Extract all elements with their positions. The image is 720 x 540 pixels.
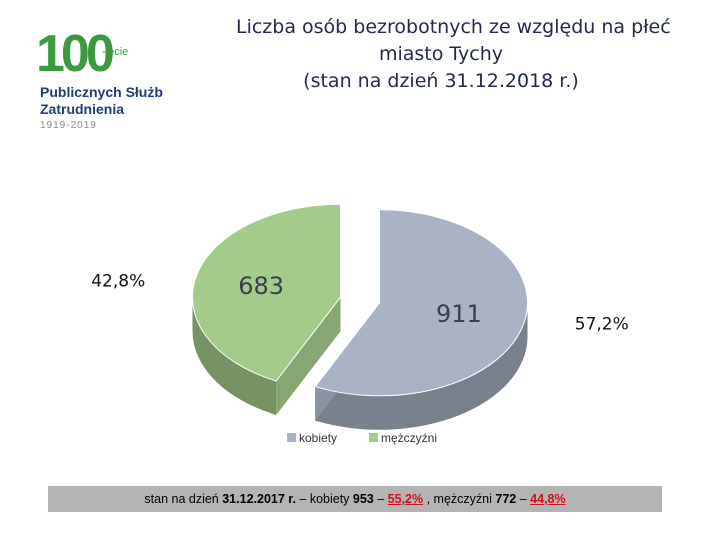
- note-women-text: – kobiety: [295, 492, 353, 506]
- pie-slice-side-1: [192, 297, 341, 415]
- percent-label-kobiety: 57,2%: [575, 314, 629, 334]
- title-line-1: Liczba osób bezrobotnych ze względu na p…: [236, 16, 671, 38]
- legend-label-kobiety: kobiety: [299, 431, 337, 445]
- note-women-pct: 55,2%: [387, 492, 424, 506]
- note-women-count: 953: [352, 492, 374, 506]
- logo: 100 -lecie Publicznych Służb Zatrudnieni…: [36, 28, 216, 138]
- note-prefix: stan na dzień: [144, 492, 223, 506]
- chart-title: Liczba osób bezrobotnych ze względu na p…: [236, 14, 671, 95]
- title-line-2: miasto Tychy: [378, 43, 504, 65]
- logo-line-1: Publicznych Służb: [40, 84, 163, 100]
- pie-chart: 911 57,2% 683 42,8% kobiety mężczyźni: [91, 203, 629, 445]
- value-label-mężczyźni: 683: [238, 272, 284, 300]
- value-label-kobiety: 911: [436, 300, 482, 328]
- logo-line-2: Zatrudnienia: [40, 101, 125, 117]
- title-line-3: (stan na dzień 31.12.2018 r.): [303, 70, 579, 92]
- note-men-pct: 44,8%: [530, 492, 566, 506]
- logo-suffix: -lecie: [102, 46, 129, 58]
- pie-slice-mężczyźni: [192, 203, 342, 382]
- note-dash-1: –: [373, 492, 388, 506]
- legend-swatch-mężczyźni: [369, 433, 378, 442]
- percent-label-mężczyźni: 42,8%: [91, 272, 145, 292]
- note-men-count: 772: [495, 492, 517, 506]
- note-dash-2: –: [516, 492, 531, 506]
- note-date: 31.12.2017 r.: [222, 492, 296, 506]
- logo-years: 1919-2019: [40, 120, 97, 131]
- legend-label-mężczyźni: mężczyźni: [381, 431, 437, 445]
- logo-number: 100: [36, 25, 115, 83]
- note-sep: , mężczyźni: [423, 492, 496, 506]
- legend-swatch-kobiety: [287, 433, 296, 442]
- previous-year-note: stan na dzień 31.12.2017 r. – kobiety 95…: [48, 486, 662, 512]
- pie-slice-kobiety: [314, 209, 528, 397]
